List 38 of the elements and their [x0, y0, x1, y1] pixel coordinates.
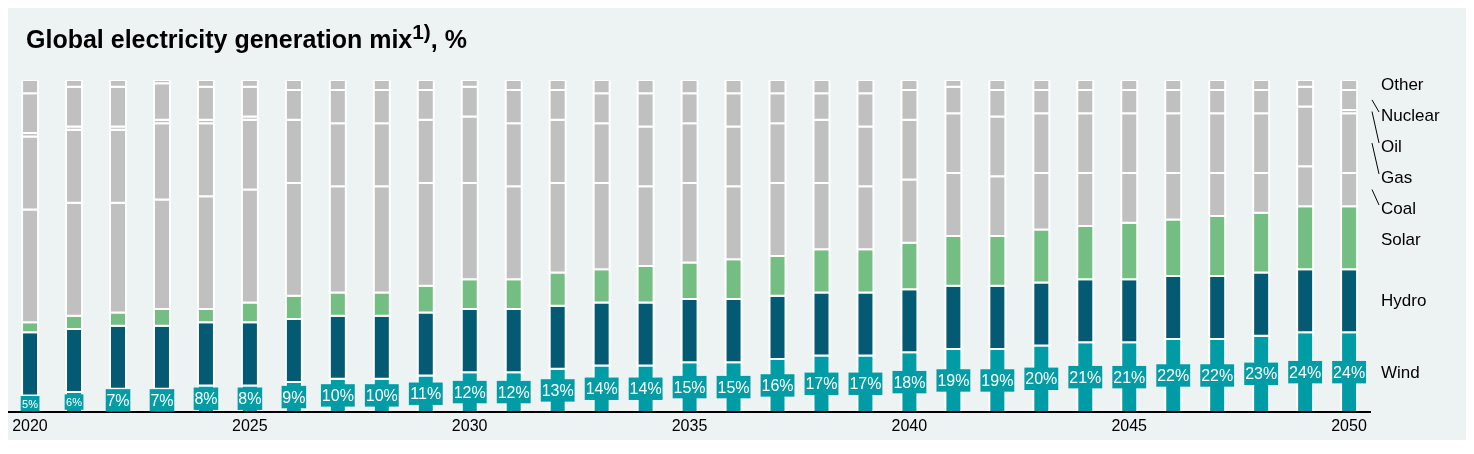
data-label: 12%: [497, 383, 530, 401]
data-label: 16%: [761, 376, 794, 394]
chart-title: Global electricity generation mix$^{1)}$, %: [25, 19, 468, 56]
series-label: Hydro: [1381, 291, 1427, 311]
data-label: 21%: [1069, 368, 1102, 386]
data-label: 17%: [849, 375, 882, 393]
data-label: 7%: [150, 391, 174, 409]
data-label: 18%: [893, 373, 926, 391]
text: Oil: [1381, 137, 1402, 157]
data-label: 6%: [66, 396, 83, 409]
data-label: 12%: [453, 383, 486, 401]
x-tick-label: 2040: [891, 417, 928, 435]
x-tick-label: 2045: [1111, 417, 1148, 435]
legend-label: Wind: [1381, 362, 1420, 382]
x-tick-label: 2020: [12, 417, 48, 435]
data-label: 23%: [1245, 365, 1278, 383]
x-tick-label: 2035: [671, 417, 708, 435]
data-label: 15%: [673, 378, 706, 396]
data-label: 19%: [937, 371, 970, 389]
x-tick-label: 2050: [1331, 417, 1367, 435]
series-label: Coal: [1381, 199, 1416, 219]
data-label: 21%: [1113, 368, 1146, 386]
series-label: Gas: [1381, 168, 1413, 188]
data-label: 15%: [717, 378, 750, 396]
data-label: 17%: [805, 375, 838, 393]
x-tick-label: 2030: [451, 417, 488, 435]
data-label: 24%: [1333, 363, 1366, 381]
data-label: 7%: [106, 391, 130, 409]
data-label: 22%: [1201, 366, 1234, 384]
x-tick-label: 2025: [232, 417, 268, 435]
data-label: 19%: [981, 371, 1014, 389]
data-label: 20%: [1025, 370, 1058, 388]
data-label: 5%: [22, 397, 39, 410]
series-label: Solar: [1381, 230, 1422, 250]
series-label: Nuclear: [1381, 106, 1440, 126]
data-label: 24%: [1289, 363, 1322, 381]
data-label: 22%: [1157, 366, 1190, 384]
series-label: Other: [1381, 75, 1424, 95]
